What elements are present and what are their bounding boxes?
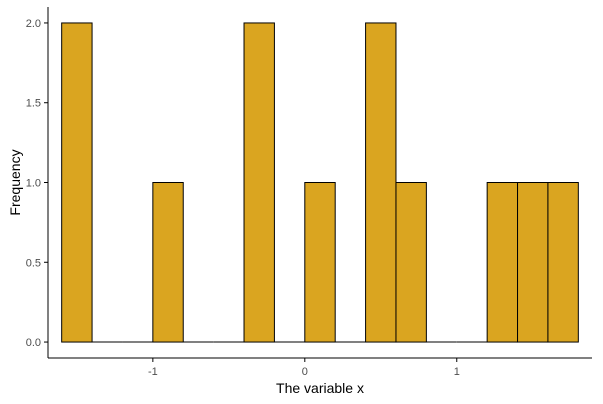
y-tick-label: 1.5 bbox=[26, 98, 41, 110]
x-tick-label: -1 bbox=[148, 366, 158, 378]
histogram-bar bbox=[365, 22, 397, 343]
y-tick-label: 0.5 bbox=[26, 257, 41, 269]
x-axis-title: The variable x bbox=[276, 380, 364, 396]
y-tick-label: 2.0 bbox=[26, 18, 41, 30]
histogram-bar bbox=[486, 182, 519, 343]
histogram-bar bbox=[547, 182, 579, 343]
x-axis: -1 0 1 bbox=[48, 357, 592, 378]
x-tick-label: 1 bbox=[454, 366, 460, 378]
histogram-bar bbox=[517, 182, 549, 343]
y-tick-label: 0.0 bbox=[26, 337, 41, 349]
histogram-bar bbox=[243, 22, 275, 343]
x-tick-label: 0 bbox=[302, 366, 308, 378]
histogram-bar bbox=[395, 182, 427, 343]
histogram-bars bbox=[61, 22, 579, 343]
y-axis: 0.0 0.5 1.0 1.5 2.0 bbox=[26, 7, 49, 358]
histogram-bar bbox=[304, 182, 336, 343]
y-axis-title: Frequency bbox=[7, 149, 23, 215]
y-tick-label: 1.0 bbox=[26, 178, 41, 190]
histogram-bar bbox=[61, 22, 93, 343]
histogram-bar bbox=[152, 182, 184, 343]
